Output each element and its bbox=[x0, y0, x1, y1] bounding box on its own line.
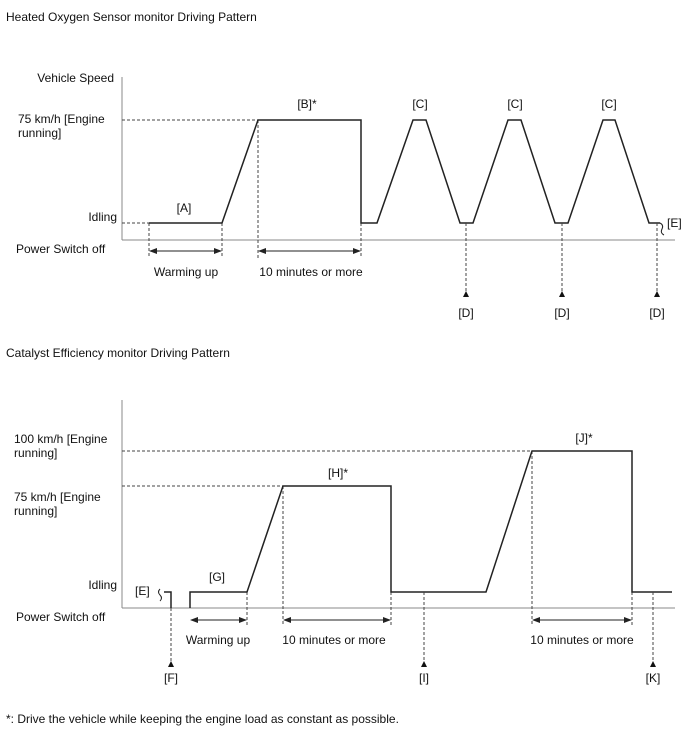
label-d-1: [D] bbox=[458, 306, 473, 320]
label-c-3: [C] bbox=[601, 97, 616, 111]
label-d-3: [D] bbox=[649, 306, 664, 320]
level-75-label: 75 km/h [Engine bbox=[14, 490, 101, 504]
label-k: [K] bbox=[646, 671, 661, 685]
span-10min-2: 10 minutes or more bbox=[530, 633, 634, 647]
label-c-2: [C] bbox=[507, 97, 522, 111]
marker-triangle-icon bbox=[559, 291, 565, 297]
label-f: [F] bbox=[164, 671, 178, 685]
span-10min: 10 minutes or more bbox=[259, 265, 363, 279]
label-e: [E] bbox=[667, 216, 682, 230]
label-e: [E] bbox=[135, 584, 150, 598]
span-warmup: Warming up bbox=[154, 265, 219, 279]
diagram1-title: Heated Oxygen Sensor monitor Driving Pat… bbox=[6, 10, 257, 24]
level-100-label: 100 km/h [Engine bbox=[14, 432, 108, 446]
label-h: [H]* bbox=[328, 466, 348, 480]
label-i: [I] bbox=[419, 671, 429, 685]
break-squiggle-icon bbox=[158, 588, 162, 602]
level-75-label: 75 km/h [Engine bbox=[18, 112, 105, 126]
marker-triangle-icon bbox=[650, 661, 656, 667]
break-squiggle-icon bbox=[659, 222, 665, 236]
level-off-label: Power Switch off bbox=[16, 242, 106, 256]
diagram2-axes bbox=[121, 400, 675, 609]
diagram1-guides bbox=[122, 119, 362, 258]
diagram1-axes bbox=[121, 77, 675, 241]
diagram1-speed-profile bbox=[149, 119, 660, 224]
label-d-2: [D] bbox=[554, 306, 569, 320]
label-a: [A] bbox=[177, 201, 192, 215]
label-c-1: [C] bbox=[412, 97, 427, 111]
level-100-label-2: running] bbox=[14, 446, 57, 460]
diagram2-speed-profile bbox=[189, 450, 672, 608]
level-75-label-2: running] bbox=[18, 126, 61, 140]
span-warmup: Warming up bbox=[186, 633, 251, 647]
marker-triangle-icon bbox=[463, 291, 469, 297]
diagram2-title: Catalyst Efficiency monitor Driving Patt… bbox=[6, 346, 230, 360]
y-axis-label: Vehicle Speed bbox=[37, 71, 114, 85]
label-g: [G] bbox=[209, 570, 225, 584]
diagram2-guides bbox=[122, 450, 633, 626]
diagram2-speed-profile-start bbox=[164, 591, 172, 608]
level-off-label: Power Switch off bbox=[16, 610, 106, 624]
marker-triangle-icon bbox=[168, 661, 174, 667]
footnote: *: Drive the vehicle while keeping the e… bbox=[6, 712, 399, 726]
marker-triangle-icon bbox=[654, 291, 660, 297]
d-markers bbox=[463, 223, 660, 297]
span-10min-1: 10 minutes or more bbox=[282, 633, 386, 647]
level-idle-label: Idling bbox=[88, 578, 117, 592]
marker-triangle-icon bbox=[421, 661, 427, 667]
label-j: [J]* bbox=[575, 431, 593, 445]
fik-markers bbox=[168, 592, 656, 667]
level-75-label-2: running] bbox=[14, 504, 57, 518]
label-b: [B]* bbox=[297, 97, 317, 111]
level-idle-label: Idling bbox=[88, 210, 117, 224]
